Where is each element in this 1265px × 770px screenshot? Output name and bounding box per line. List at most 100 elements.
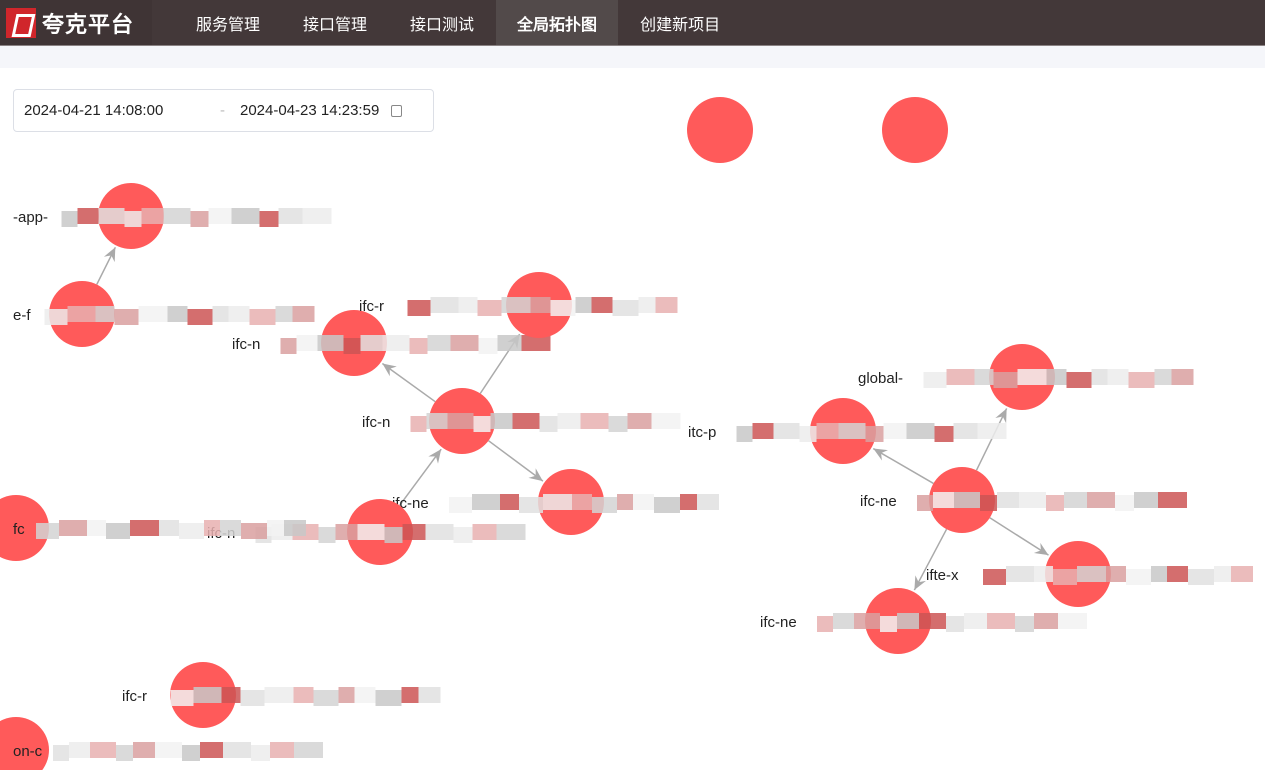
redacted-text [69, 742, 90, 758]
redacted-text [95, 306, 115, 322]
brand[interactable]: 夸克平台 [0, 0, 152, 45]
nav-global-topology[interactable]: 全局拓扑图 [496, 0, 619, 45]
redacted-text [410, 416, 427, 432]
redacted-text [617, 494, 633, 510]
date-range-picker[interactable]: 2024-04-21 14:08:00 - 2024-04-23 14:23:5… [13, 89, 434, 132]
nav-api-management[interactable]: 接口管理 [303, 16, 368, 34]
redacted-text [1128, 372, 1155, 388]
redacted-text [964, 613, 987, 629]
redacted-text [752, 423, 774, 439]
redacted-text [106, 523, 130, 539]
redacted-text [418, 687, 441, 703]
redacted-text [155, 742, 182, 758]
redacted-text [974, 369, 994, 385]
redacted-text [519, 497, 543, 513]
redacted-text [223, 742, 251, 758]
nav-api-testing[interactable]: 接口测试 [410, 16, 475, 34]
graph-edge [399, 448, 442, 506]
redacted-text [654, 497, 680, 513]
node-label: ifc-r [122, 688, 147, 705]
redacted-text [638, 297, 656, 313]
redacted-text [933, 492, 954, 508]
redacted-text [212, 306, 229, 322]
redacted-text [59, 520, 87, 536]
redacted-text [241, 523, 267, 539]
redacted-text [138, 306, 168, 322]
graph-edge [975, 408, 1008, 471]
redacted-text [159, 520, 179, 536]
redacted-text [946, 369, 975, 385]
redacted-text [1034, 566, 1053, 582]
node-label: ifte-x [926, 567, 959, 584]
redacted-text [426, 413, 448, 429]
redacted-text [1058, 613, 1087, 629]
redacted-text [880, 616, 897, 632]
service-node[interactable] [882, 97, 948, 163]
redacted-text [90, 742, 116, 758]
graph-edge [989, 517, 1049, 556]
redacted-text [208, 208, 232, 224]
redacted-text [302, 208, 332, 224]
redacted-text [1126, 569, 1151, 585]
nav-create-project[interactable]: 创建新项目 [640, 16, 721, 34]
redacted-text [592, 497, 617, 513]
node-label: fc [13, 521, 25, 538]
redacted-text [294, 742, 323, 758]
redacted-text [736, 426, 753, 442]
redacted-text [427, 335, 451, 351]
graph-edge [381, 362, 436, 403]
graph-edge [913, 528, 948, 591]
start-date[interactable]: 2024-04-21 14:08:00 [24, 102, 164, 119]
node-label: ifc-n [232, 336, 260, 353]
redacted-text [264, 687, 294, 703]
redacted-text [61, 211, 78, 227]
service-node[interactable] [0, 495, 49, 561]
redacted-text [1115, 495, 1134, 511]
node-label: e-f [13, 307, 31, 324]
redacted-text [500, 494, 519, 510]
redacted-text [1034, 613, 1058, 629]
redacted-text [478, 338, 498, 354]
calendar-icon[interactable] [391, 104, 403, 117]
redacted-text [270, 742, 294, 758]
redacted-text [697, 494, 719, 510]
redacted-text [293, 687, 314, 703]
redacted-text [1091, 369, 1108, 385]
redacted-text [934, 426, 954, 442]
redacted-text [473, 416, 491, 432]
node-label: -app- [13, 209, 48, 226]
redacted-text [259, 211, 279, 227]
service-node[interactable] [687, 97, 753, 163]
redacted-text [402, 524, 426, 540]
graph-edge [488, 440, 544, 482]
node-label: ifc-n [362, 414, 390, 431]
redacted-text [1151, 566, 1167, 582]
redacted-text [496, 524, 526, 540]
service-node[interactable] [0, 717, 49, 770]
redacted-text [141, 208, 164, 224]
redacted-text [313, 690, 339, 706]
redacted-text [114, 309, 139, 325]
redacted-text [204, 520, 220, 536]
end-date[interactable]: 2024-04-23 14:23:59 [240, 102, 380, 119]
redacted-text [354, 687, 376, 703]
redacted-text [954, 492, 980, 508]
redacted-text [335, 524, 358, 540]
redacted-text [249, 309, 276, 325]
redacted-text [557, 413, 581, 429]
redacted-text [580, 413, 609, 429]
redacted-text [116, 745, 133, 761]
nav-service-management[interactable]: 服务管理 [196, 16, 261, 34]
redacted-text [1158, 492, 1187, 508]
redacted-text [1188, 569, 1214, 585]
redacted-text [1017, 369, 1047, 385]
redacted-text [357, 524, 385, 540]
redacted-text [53, 745, 69, 761]
redacted-text [98, 208, 125, 224]
redacted-text [384, 527, 403, 543]
redacted-text [521, 335, 551, 351]
redacted-text [530, 297, 551, 313]
redacted-text [240, 690, 265, 706]
redacted-text [1171, 369, 1194, 385]
